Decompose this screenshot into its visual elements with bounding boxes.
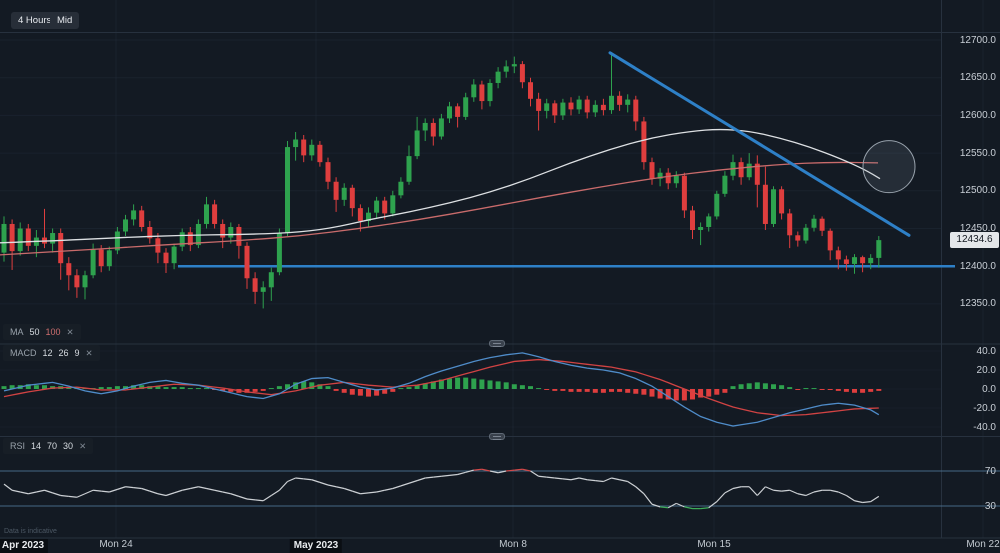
axis-tick-label: 12600.0 bbox=[959, 109, 996, 121]
axis-tick-label: 12550.0 bbox=[959, 147, 996, 159]
macd-line bbox=[3, 352, 880, 427]
trendline[interactable] bbox=[608, 51, 911, 237]
candlestick-layer bbox=[1, 52, 882, 309]
date-tick-label: Mon 24 bbox=[99, 539, 133, 550]
timeframe-button[interactable]: 4 Hours bbox=[11, 12, 59, 29]
date-tick-label: Mon 22 bbox=[966, 539, 1000, 550]
axis-tick-label: 12450.0 bbox=[959, 223, 996, 234]
axis-tick-label: 40.0 bbox=[976, 345, 996, 357]
ma-period-50: 50 bbox=[29, 327, 40, 337]
date-tick-label: Mon 8 bbox=[499, 539, 527, 550]
date-tick-label: Apr 2023 bbox=[0, 539, 49, 553]
axis-tick-label: 12500.0 bbox=[959, 185, 996, 197]
axis-tick-label: 12700.0 bbox=[959, 34, 996, 46]
disclaimer-text: Data is indicative bbox=[4, 528, 57, 535]
macd-param-signal: 9 bbox=[74, 348, 80, 358]
highlight-circle[interactable] bbox=[862, 140, 916, 194]
rsi-param-overbought: 70 bbox=[47, 441, 58, 451]
axis-tick-label: 12650.0 bbox=[959, 72, 996, 84]
date-tick-label: Mon 15 bbox=[697, 539, 731, 550]
ma-period-100: 100 bbox=[45, 327, 61, 337]
axis-tick-label: 30 bbox=[984, 500, 996, 512]
macd-param-fast: 12 bbox=[42, 348, 53, 358]
ma50-line bbox=[0, 128, 881, 244]
rsi-indicator-chip[interactable]: RSI 14 70 30 ✕ bbox=[3, 438, 94, 454]
macd-indicator-chip[interactable]: MACD 12 26 9 ✕ bbox=[3, 345, 100, 361]
pane-resize-handle[interactable] bbox=[489, 433, 505, 440]
rsi-line bbox=[3, 468, 880, 510]
ma-indicator-name: MA bbox=[10, 327, 24, 337]
ma-indicator-chip[interactable]: MA 50 100 ✕ bbox=[3, 324, 81, 340]
rsi-param-oversold: 30 bbox=[63, 441, 74, 451]
rsi-close-icon[interactable]: ✕ bbox=[79, 441, 87, 451]
axis-tick-label: 0.0 bbox=[982, 383, 996, 395]
macd-close-icon[interactable]: ✕ bbox=[85, 348, 93, 358]
macd-signal-line bbox=[3, 358, 879, 417]
grid-layer bbox=[115, 0, 984, 538]
ma100-line bbox=[0, 161, 879, 256]
axis-tick-label: -20.0 bbox=[973, 402, 996, 414]
macd-indicator-name: MACD bbox=[10, 348, 37, 358]
axis-tick-label: -40.0 bbox=[973, 421, 996, 433]
axis-tick-label: 20.0 bbox=[976, 364, 996, 376]
axis-tick-label: 12350.0 bbox=[959, 298, 996, 310]
rsi-param-period: 14 bbox=[31, 441, 42, 451]
axis-tick-label: 12400.0 bbox=[959, 260, 996, 272]
rsi-indicator-name: RSI bbox=[10, 441, 26, 451]
pane-resize-handle[interactable] bbox=[489, 340, 505, 347]
price-type-button[interactable]: Mid bbox=[50, 12, 80, 29]
current-price-tag: 12434.6 bbox=[950, 232, 999, 248]
axis-tick-label: 70 bbox=[984, 465, 996, 477]
macd-param-slow: 26 bbox=[58, 348, 69, 358]
date-tick-label: May 2023 bbox=[289, 539, 343, 553]
ma-close-icon[interactable]: ✕ bbox=[66, 327, 74, 337]
